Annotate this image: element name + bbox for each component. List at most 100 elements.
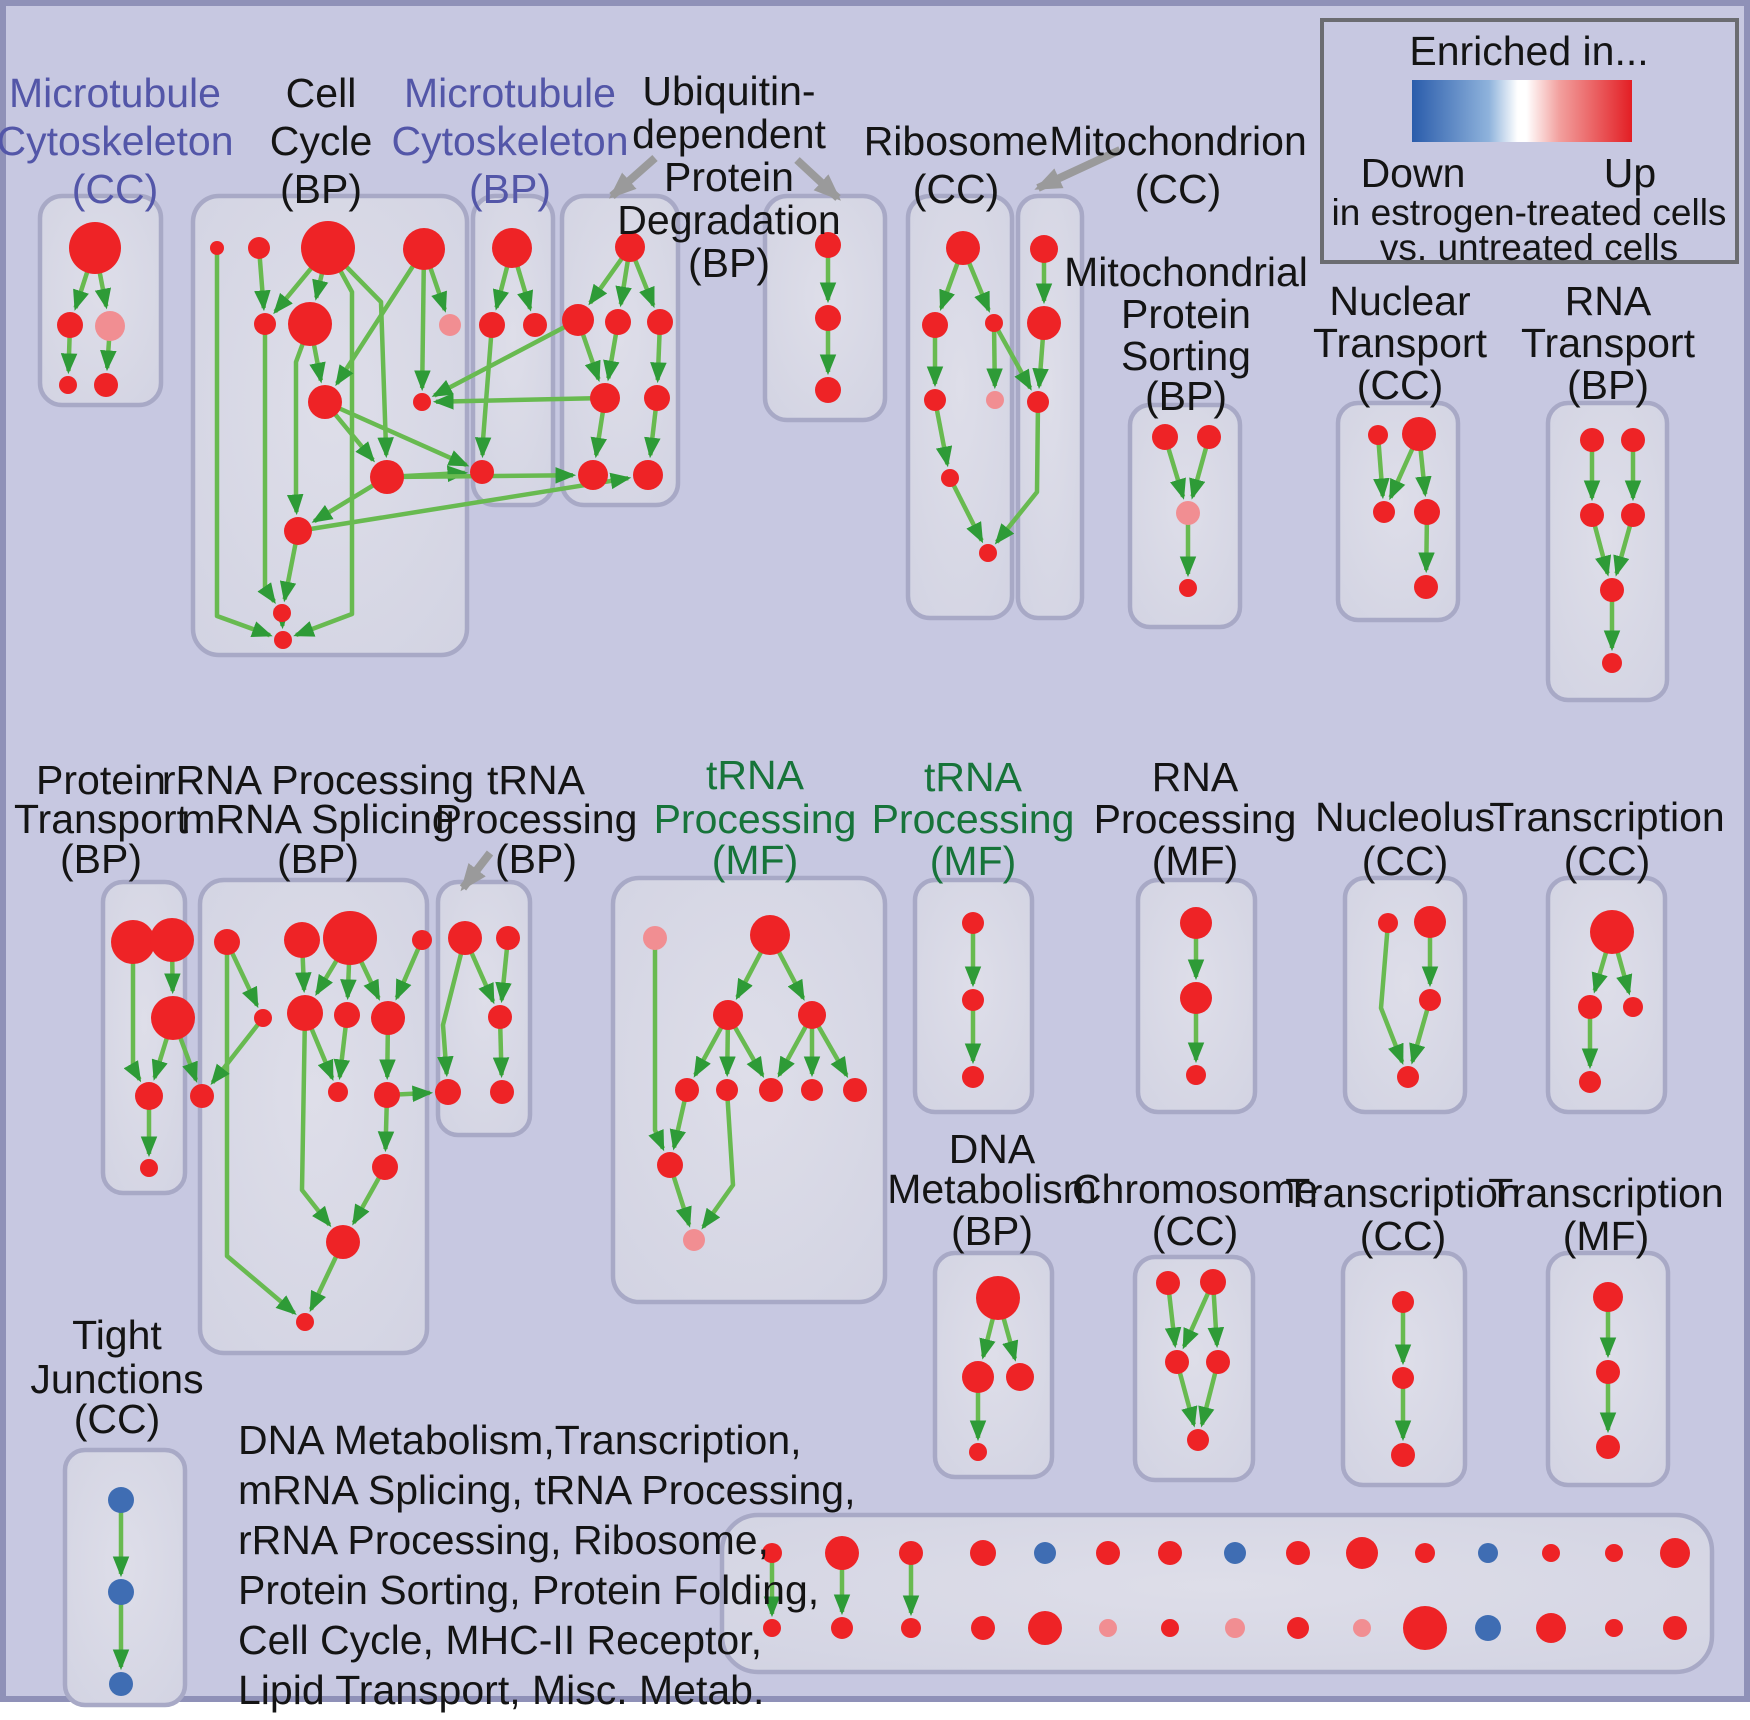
go-term-node-54 — [1580, 503, 1604, 527]
go-term-node-152 — [1536, 1613, 1566, 1643]
label-microtubule-cytoskeleton-bp-line-1: Cytoskeleton — [391, 118, 628, 164]
label-nucleolus-line-0: Nucleolus — [1315, 794, 1495, 840]
go-term-node-90 — [843, 1078, 867, 1102]
label-ribosome-line-0: Ribosome — [864, 118, 1049, 164]
label-nuclear-transport-line-2: (CC) — [1357, 362, 1444, 408]
go-term-node-36 — [924, 389, 946, 411]
go-term-node-44 — [1197, 425, 1221, 449]
go-term-node-113 — [1165, 1350, 1189, 1374]
box-misc-strip — [722, 1515, 1712, 1672]
go-term-node-139 — [1660, 1538, 1690, 1568]
go-term-node-83 — [750, 915, 790, 955]
label-cell-cycle-line-0: Cell — [286, 70, 357, 116]
go-term-node-127 — [899, 1541, 923, 1565]
go-term-node-71 — [190, 1084, 214, 1108]
label-trna-processing-mf-2-line-0: tRNA — [924, 754, 1023, 800]
go-term-node-100 — [1414, 906, 1446, 938]
go-term-node-123 — [108, 1579, 134, 1605]
go-term-node-25 — [647, 309, 673, 335]
go-term-node-11 — [439, 314, 461, 336]
label-mitochondrion-line-1: (CC) — [1135, 166, 1222, 212]
go-term-node-26 — [590, 383, 620, 413]
network-edge-42 — [994, 323, 995, 386]
go-term-node-62 — [140, 1159, 158, 1177]
go-term-node-102 — [1397, 1066, 1419, 1088]
label-transcription-cc-bot-line-1: (CC) — [1360, 1213, 1447, 1259]
label-rna-processing-mf-line-2: (MF) — [1152, 838, 1239, 884]
go-term-node-34 — [922, 312, 948, 338]
label-transcription-mf-line-0: Transcription — [1488, 1170, 1723, 1216]
go-term-node-138 — [1605, 1544, 1623, 1562]
go-term-node-141 — [831, 1617, 853, 1639]
go-term-node-148 — [1287, 1617, 1309, 1639]
go-term-node-106 — [1579, 1071, 1601, 1093]
go-term-node-98 — [1186, 1065, 1206, 1085]
go-term-node-118 — [1391, 1443, 1415, 1467]
go-term-node-47 — [1368, 425, 1388, 445]
label-transcription-cc-mid-line-1: (CC) — [1564, 838, 1651, 884]
go-term-node-49 — [1373, 501, 1395, 523]
go-term-node-67 — [254, 1009, 272, 1027]
legend-gradient-bar — [1412, 80, 1632, 142]
label-cell-cycle-line-2: (BP) — [280, 166, 362, 212]
label-ubiquitin-degradation-line-2: Protein — [664, 154, 794, 200]
label-nuclear-transport-line-0: Nuclear — [1329, 278, 1470, 324]
label-chromosome-line-1: (CC) — [1152, 1208, 1239, 1254]
go-term-node-130 — [1096, 1541, 1120, 1565]
go-term-node-150 — [1403, 1606, 1447, 1650]
go-term-node-10 — [288, 302, 332, 346]
go-term-node-115 — [1187, 1429, 1209, 1451]
label-nucleolus-line-1: (CC) — [1362, 838, 1449, 884]
go-term-node-151 — [1475, 1615, 1501, 1641]
label-mitochondrial-protein-sorting-line-3: (BP) — [1145, 373, 1227, 419]
go-term-node-43 — [1152, 424, 1178, 450]
label-trna-processing-mf-2-line-1: Processing — [872, 796, 1075, 842]
go-term-node-89 — [801, 1079, 823, 1101]
go-term-node-16 — [273, 604, 291, 622]
legend-up-label: Up — [1604, 150, 1656, 196]
label-rrna-processing-mrna-splicing-line-2: (BP) — [277, 836, 359, 882]
go-term-node-129 — [1034, 1542, 1056, 1564]
go-term-node-33 — [946, 231, 980, 265]
go-term-node-2 — [95, 311, 125, 341]
go-term-node-72 — [328, 1082, 348, 1102]
go-term-node-99 — [1378, 913, 1398, 933]
go-term-node-28 — [578, 460, 608, 490]
label-rna-processing-mf-line-1: Processing — [1094, 796, 1297, 842]
go-term-node-66 — [412, 930, 432, 950]
go-term-node-19 — [479, 312, 505, 338]
label-rna-processing-mf-line-0: RNA — [1152, 754, 1239, 800]
label-dna-metabolism-line-2: (BP) — [951, 1208, 1033, 1254]
go-term-node-93 — [962, 912, 984, 934]
go-term-node-0 — [69, 222, 121, 274]
label-microtubule-cytoskeleton-bp-line-2: (BP) — [469, 166, 551, 212]
go-term-node-124 — [109, 1672, 133, 1696]
go-term-node-126 — [825, 1536, 859, 1570]
go-term-node-40 — [1030, 235, 1058, 263]
misc-cluster-text-line-3: Protein Sorting, Protein Folding, — [238, 1567, 819, 1613]
label-cell-cycle-line-1: Cycle — [270, 118, 373, 164]
go-term-node-117 — [1392, 1367, 1414, 1389]
label-ribosome-line-1: (CC) — [913, 166, 1000, 212]
go-term-node-119 — [1593, 1282, 1623, 1312]
go-term-node-50 — [1414, 499, 1440, 525]
go-term-node-68 — [287, 995, 323, 1031]
go-term-node-80 — [435, 1079, 461, 1105]
go-term-node-77 — [448, 921, 482, 955]
go-term-node-122 — [108, 1487, 134, 1513]
go-term-node-75 — [326, 1225, 360, 1259]
label-transcription-cc-mid-line-0: Transcription — [1489, 794, 1724, 840]
label-rna-transport-line-1: Transport — [1521, 320, 1696, 366]
label-mitochondrial-protein-sorting-line-0: Mitochondrial — [1064, 249, 1308, 295]
legend-down-label: Down — [1361, 150, 1466, 196]
go-term-node-3 — [59, 376, 77, 394]
label-microtubule-cytoskeleton-cc-line-1: Cytoskeleton — [0, 118, 234, 164]
label-ubiquitin-degradation-line-4: (BP) — [688, 240, 770, 286]
label-microtubule-cytoskeleton-cc-line-0: Microtubule — [9, 70, 221, 116]
go-term-node-132 — [1224, 1542, 1246, 1564]
go-term-node-52 — [1580, 428, 1604, 452]
go-term-node-1 — [57, 312, 83, 338]
go-term-node-120 — [1596, 1360, 1620, 1384]
label-trna-processing-mf-1-line-0: tRNA — [706, 752, 805, 798]
go-term-node-21 — [470, 460, 494, 484]
